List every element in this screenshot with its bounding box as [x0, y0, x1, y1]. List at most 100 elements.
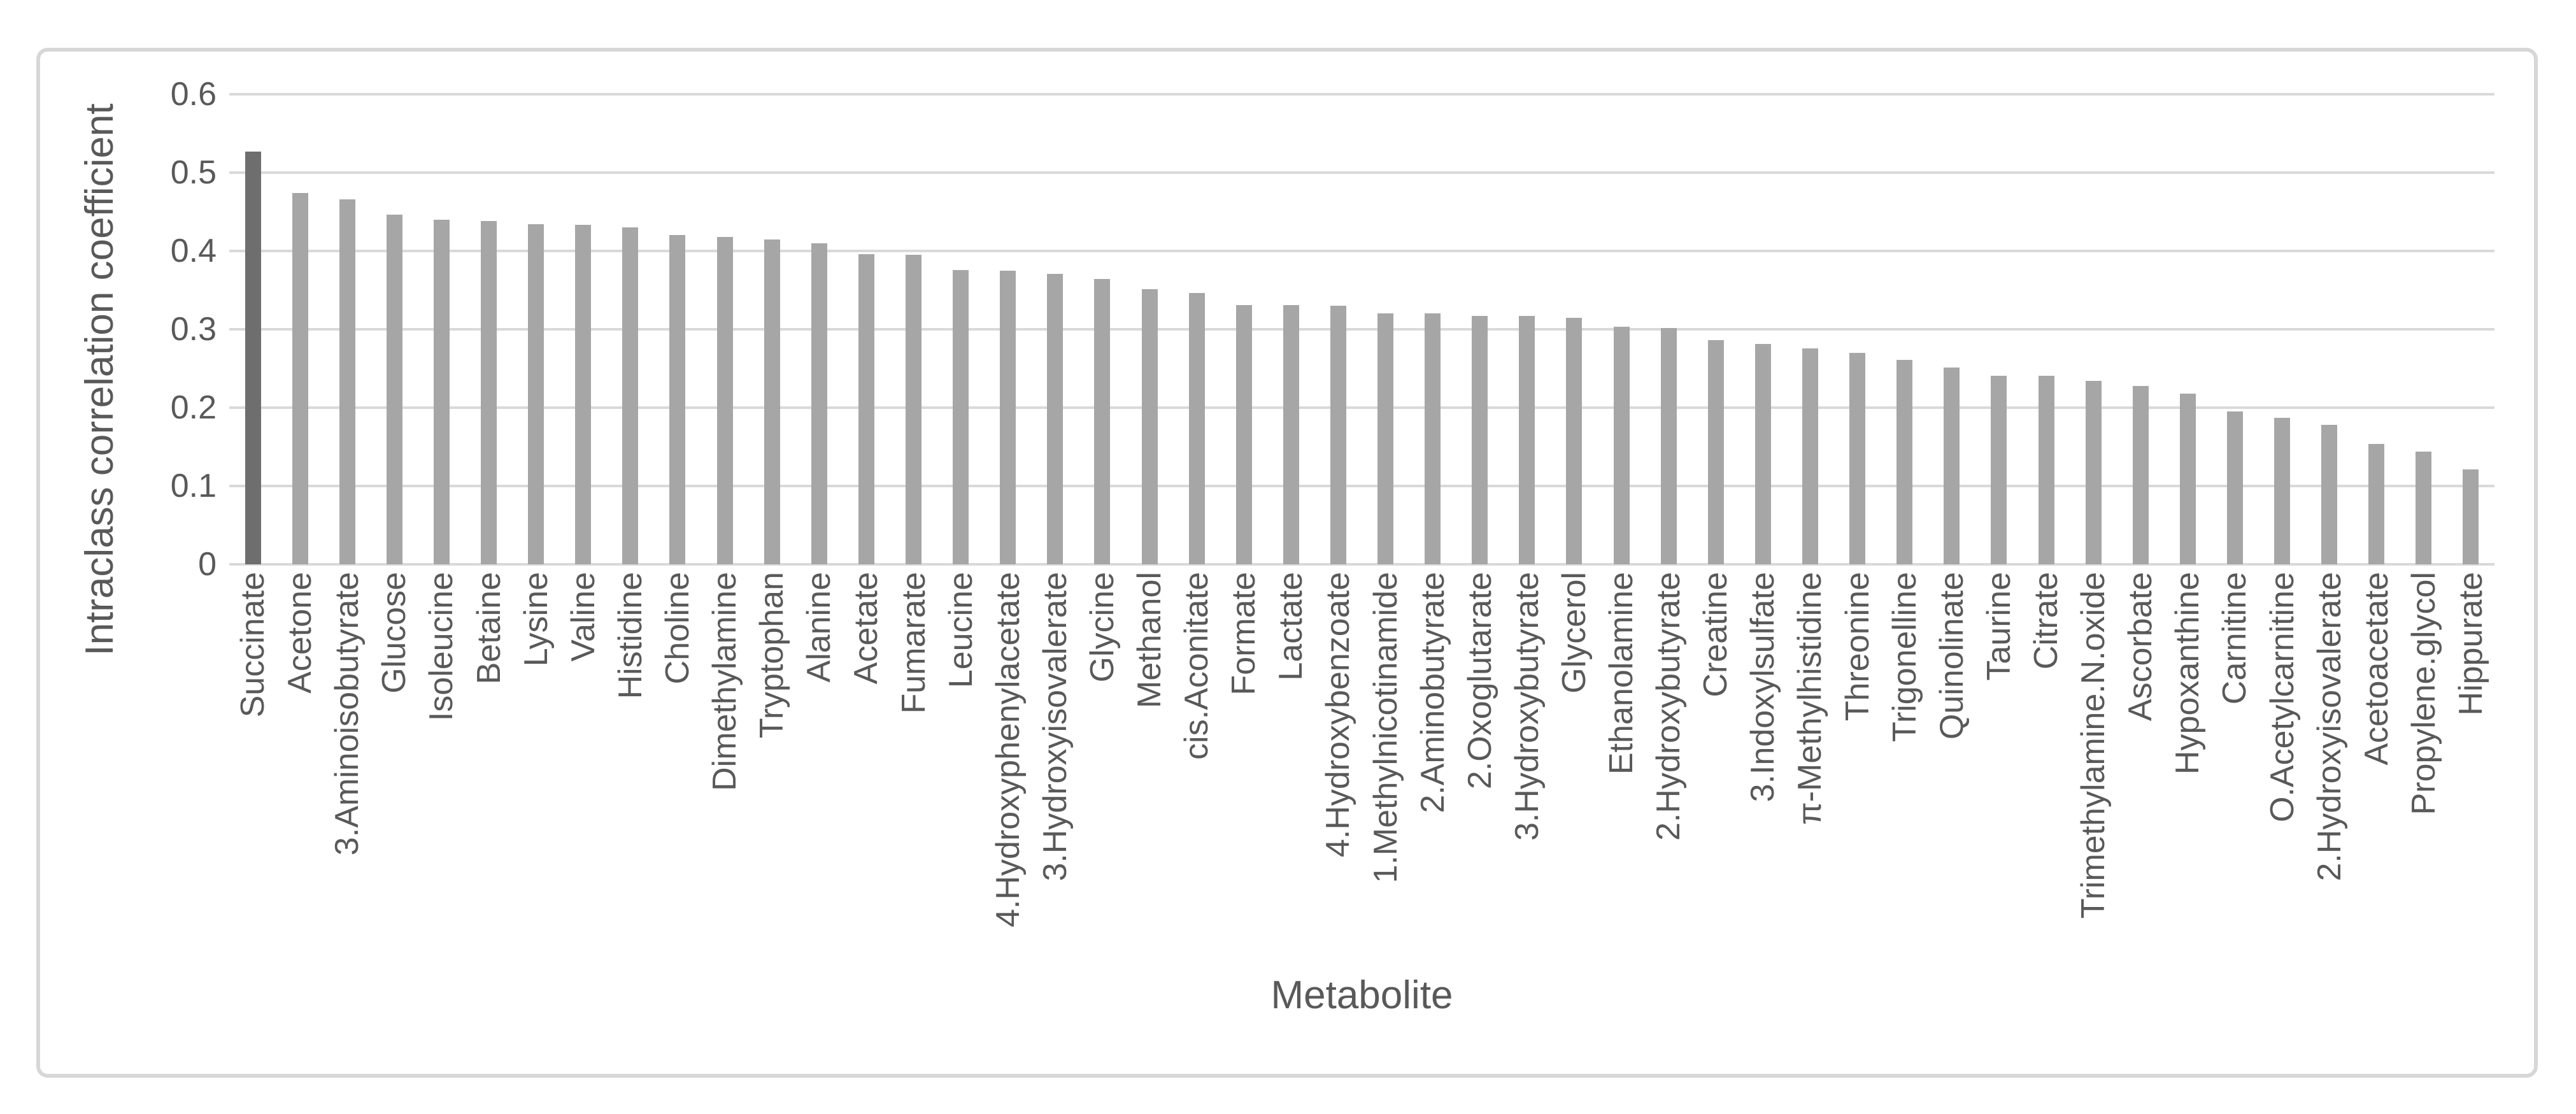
bar — [906, 255, 922, 564]
bar — [2085, 381, 2102, 564]
bar — [1188, 293, 1205, 564]
x-tick-label: Isoleucine — [423, 572, 460, 722]
gridline — [229, 485, 2494, 487]
bar — [1660, 327, 1677, 564]
bar — [1802, 348, 1818, 564]
x-tick-label: O.Acetylcarnitine — [2263, 572, 2301, 823]
x-tick-label: Formate — [1225, 572, 1263, 696]
bar — [1330, 306, 1346, 564]
x-axis-line — [229, 563, 2494, 566]
x-tick-label: Hypoxanthine — [2169, 572, 2207, 775]
bar — [245, 151, 261, 564]
bar — [386, 215, 402, 564]
bar — [528, 224, 544, 564]
bar — [953, 269, 969, 564]
x-tick-label: Creatine — [1697, 572, 1735, 697]
bar — [481, 221, 497, 564]
x-tick-label: Betaine — [470, 572, 508, 685]
x-tick-label: Ascorbate — [2122, 572, 2160, 722]
bar — [1944, 368, 1960, 564]
y-tick-label: 0.1 — [170, 468, 217, 504]
x-tick-label: Dimethylamine — [706, 572, 744, 791]
x-tick-label: 3.Hydroxyisovalerate — [1036, 572, 1074, 882]
bar — [716, 236, 733, 564]
x-tick-label: 3.Hydroxybutyrate — [1508, 572, 1546, 841]
bar — [292, 192, 308, 564]
x-tick-label: 4.Hydroxybenzoate — [1320, 572, 1357, 858]
bar — [1896, 359, 1913, 564]
x-tick-label: Succinate — [234, 572, 272, 718]
x-tick-label: 2.Aminobutyrate — [1414, 572, 1451, 813]
bar — [2321, 425, 2338, 564]
bar — [339, 199, 355, 564]
x-tick-label: Histidine — [611, 572, 649, 699]
gridline — [229, 250, 2494, 252]
bar — [669, 235, 686, 564]
bar — [2132, 385, 2149, 564]
x-tick-label: Quinolinate — [1933, 572, 1970, 740]
bar — [2368, 443, 2385, 564]
x-tick-label: Propylene.glycol — [2405, 572, 2442, 815]
bar — [1000, 270, 1016, 564]
x-tick-label: Threonine — [1839, 572, 1876, 722]
gridline — [229, 93, 2494, 96]
x-tick-label: Taurine — [1980, 572, 2017, 681]
x-axis-title: Metabolite — [1270, 973, 1453, 1017]
x-tick-label: 4.Hydroxyphenylacetate — [989, 572, 1027, 927]
bar — [1047, 273, 1064, 564]
x-tick-label: 2.Hydroxyisovalerate — [2310, 572, 2348, 882]
gridline — [229, 171, 2494, 174]
x-tick-label: Leucine — [942, 572, 979, 689]
bar — [1377, 313, 1394, 564]
bar — [1283, 304, 1299, 564]
x-tick-label: Acetone — [281, 572, 319, 694]
y-tick-label: 0.6 — [170, 76, 217, 113]
y-tick-label: 0.3 — [170, 311, 217, 348]
x-tick-label: Fumarate — [895, 572, 932, 714]
bar — [433, 219, 450, 564]
bar — [1991, 375, 2007, 564]
x-tick-label: Hippurate — [2452, 572, 2489, 716]
bar — [1094, 279, 1111, 564]
bar — [2038, 375, 2054, 564]
y-axis-title: Intraclass correlation coefficient — [78, 103, 122, 656]
x-tick-label: Choline — [658, 572, 696, 685]
x-tick-label: Acetate — [848, 572, 885, 685]
gridline — [229, 406, 2494, 409]
y-tick-label: 0.5 — [170, 154, 217, 191]
x-tick-label: Valine — [564, 572, 602, 662]
x-tick-label: Glycine — [1083, 572, 1121, 683]
y-tick-label: 0 — [198, 546, 217, 583]
bar — [2179, 393, 2196, 564]
bar — [2463, 469, 2479, 564]
x-tick-label: Trigonelline — [1886, 572, 1923, 742]
bar — [1472, 316, 1488, 564]
bar — [1566, 317, 1583, 564]
y-tick-label: 0.2 — [170, 389, 217, 426]
bar — [622, 227, 639, 564]
bar — [1707, 340, 1724, 564]
bar — [1235, 304, 1252, 564]
gridline — [229, 328, 2494, 331]
x-tick-label: Citrate — [2028, 572, 2065, 670]
x-tick-label: Acetoacetate — [2358, 572, 2395, 766]
x-tick-label: 2.Hydroxybutyrate — [1650, 572, 1688, 841]
bar — [2274, 417, 2291, 564]
x-tick-label: Trimethylamine.N.oxide — [2075, 572, 2112, 919]
x-tick-label: Methanol — [1131, 572, 1169, 708]
x-tick-label: Tryptophan — [753, 572, 791, 739]
x-tick-label: Glycerol — [1555, 572, 1593, 694]
x-tick-label: 3.Aminoisobutyrate — [329, 572, 366, 856]
x-tick-label: π-Methylhistidine — [1791, 572, 1829, 825]
x-tick-label: 2.Oxoglutarate — [1461, 572, 1498, 790]
x-tick-label: Lactate — [1272, 572, 1310, 681]
x-tick-label: Lysine — [517, 572, 555, 667]
bar — [1519, 316, 1535, 564]
y-tick-label: 0.4 — [170, 232, 217, 269]
bar — [1613, 327, 1630, 564]
bar — [2416, 451, 2432, 564]
bar — [764, 239, 780, 564]
bar — [811, 243, 827, 564]
x-tick-label: Ethanolamine — [1603, 572, 1640, 775]
